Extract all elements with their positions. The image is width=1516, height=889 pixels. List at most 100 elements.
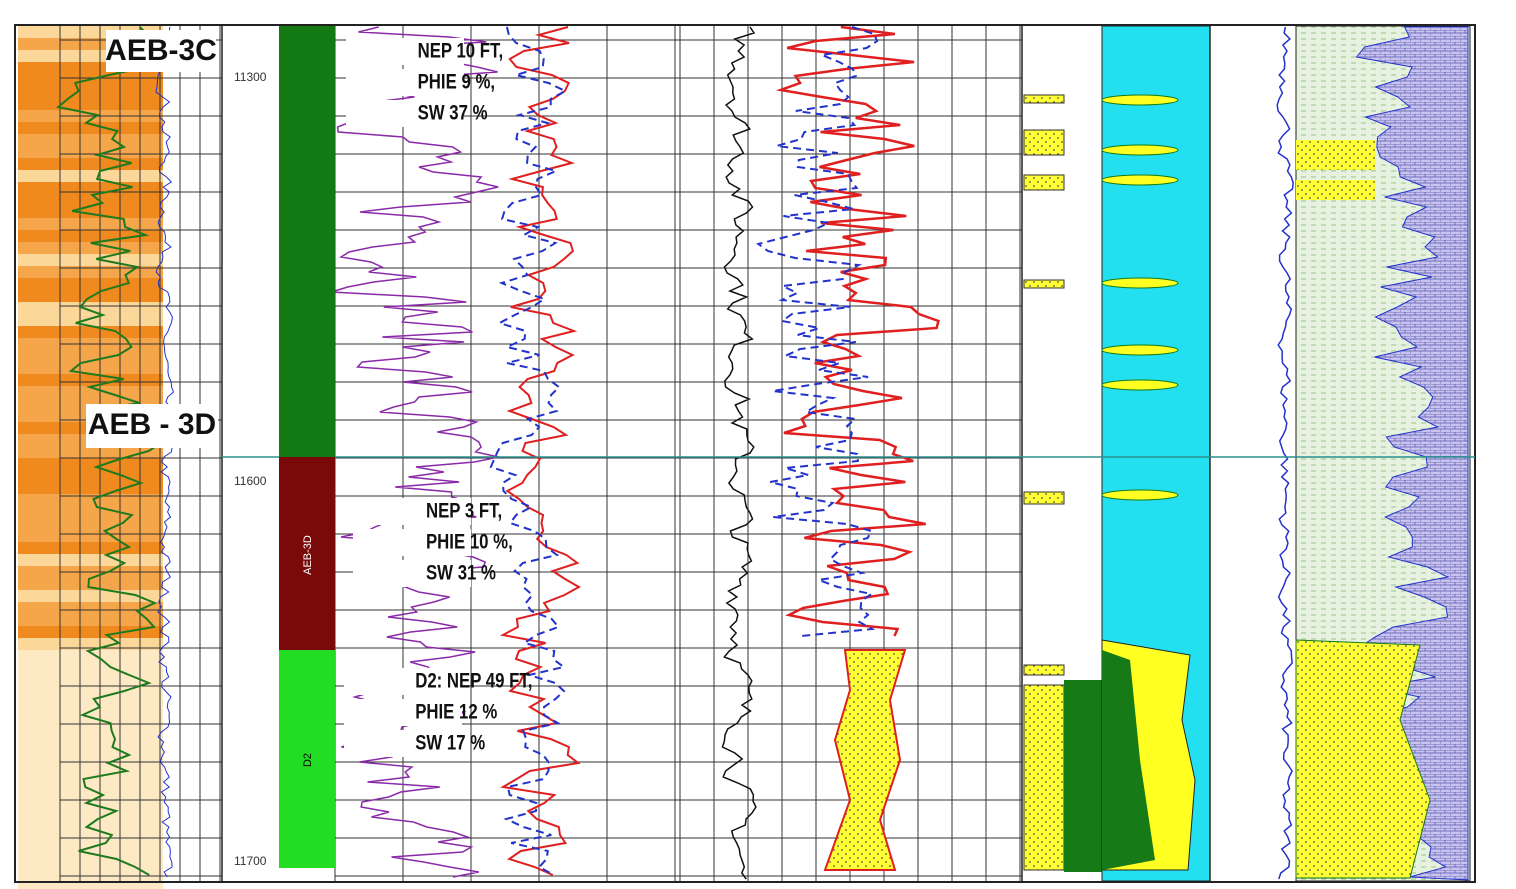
pay-flag [1023, 129, 1065, 156]
zone [279, 457, 335, 650]
lithology-band [18, 170, 163, 182]
annotation-bg [346, 69, 464, 96]
lithology-band [18, 446, 163, 458]
fluid-fill [1102, 650, 1155, 870]
zone-label: AEB-3D [302, 535, 314, 575]
lithology-band [18, 470, 163, 482]
curve [1276, 26, 1294, 880]
track-bg [163, 26, 222, 881]
lithology-band [18, 602, 163, 614]
depth-label: 11300 [234, 70, 267, 84]
lithology-band [18, 866, 163, 878]
lithology-band [18, 710, 163, 722]
lithology-band [18, 494, 163, 506]
lithology-band [18, 194, 163, 206]
curve [721, 26, 757, 880]
lithology-band [18, 554, 163, 566]
annotation: D2: NEP 49 FT, [415, 670, 532, 693]
lithology-band [18, 458, 163, 470]
lithology-band [18, 362, 163, 374]
lithology-band [18, 314, 163, 326]
lithology-band [18, 638, 163, 650]
annotation-bg [344, 730, 462, 757]
lithology-band [18, 650, 163, 662]
lithology-band [18, 86, 163, 98]
label-box [106, 30, 216, 72]
zone-label: D2 [302, 753, 314, 767]
zone [279, 26, 335, 457]
lithology-band [18, 482, 163, 494]
curve [755, 26, 879, 637]
annotation: NEP 3 FT, [426, 500, 502, 523]
lithology-band [18, 578, 163, 590]
lithology-band [18, 530, 163, 542]
lithology-band [18, 758, 163, 770]
depth-label: 11600 [234, 474, 267, 488]
sand-fill [1295, 639, 1431, 879]
annotation: PHIE 12 % [415, 701, 497, 724]
annotation-bg [353, 529, 471, 556]
annotation: SW 31 % [426, 562, 496, 585]
fluid-lens [1101, 379, 1179, 391]
lithology-band [18, 662, 163, 674]
lithology-band [18, 614, 163, 626]
lithology-band [18, 806, 163, 818]
fluid-lens [1101, 174, 1179, 186]
curve [499, 26, 581, 876]
fluid-lens [1101, 277, 1179, 289]
lithology-band [18, 830, 163, 842]
annotation: PHIE 10 %, [426, 531, 513, 554]
lithology-band [18, 158, 163, 170]
lithology-band [18, 722, 163, 734]
curve [775, 25, 941, 637]
annotation-bg [346, 38, 464, 65]
frame [14, 24, 1476, 883]
annotation-bg [346, 100, 464, 127]
annotation: NEP 10 FT, [418, 40, 504, 63]
curve [155, 26, 175, 878]
well-label: AEB-3C [105, 34, 217, 67]
fluid-lens [1101, 144, 1179, 156]
lithology-band [18, 386, 163, 398]
depth-label: 11700 [234, 854, 267, 868]
lithology-band [18, 206, 163, 218]
curve [55, 26, 163, 876]
lithology-band [18, 374, 163, 386]
lithology-band [18, 878, 163, 889]
annotation-bg [344, 699, 462, 726]
lithology-band [18, 854, 163, 866]
curve [489, 26, 568, 876]
lithology-band [18, 122, 163, 134]
lithology-band [18, 746, 163, 758]
lithology-band [18, 302, 163, 314]
lithology-band [18, 518, 163, 530]
annotation-bg [353, 560, 471, 587]
lithology-band [18, 146, 163, 158]
lithology-band [18, 770, 163, 782]
lithology-band [18, 278, 163, 290]
fluid-lens [1101, 489, 1179, 501]
lithology-band [18, 590, 163, 602]
lithology-band [18, 218, 163, 230]
sand-fill [1296, 180, 1376, 200]
lithology-band [18, 782, 163, 794]
lithology-band [18, 542, 163, 554]
fluid-lens [1101, 94, 1179, 106]
pay-flag [1023, 174, 1065, 191]
lithology-band [18, 242, 163, 254]
annotation-bg [344, 668, 462, 695]
lithology-band [18, 626, 163, 638]
lithology-band [18, 350, 163, 362]
sand-fill [1296, 140, 1376, 170]
well-label: AEB - 3D [88, 408, 216, 441]
pay-flag [1064, 680, 1102, 872]
annotations: NEP 10 FT, PHIE 9 %, SW 37 % NEP 3 FT, PHIE … [344, 38, 532, 757]
pay-flag [1023, 684, 1065, 871]
pay-flag [1023, 664, 1065, 676]
lithology-band [18, 98, 163, 110]
lithology-band [18, 734, 163, 746]
lithology-band [18, 230, 163, 242]
lithology-band [18, 506, 163, 518]
annotation: SW 37 % [418, 102, 488, 125]
